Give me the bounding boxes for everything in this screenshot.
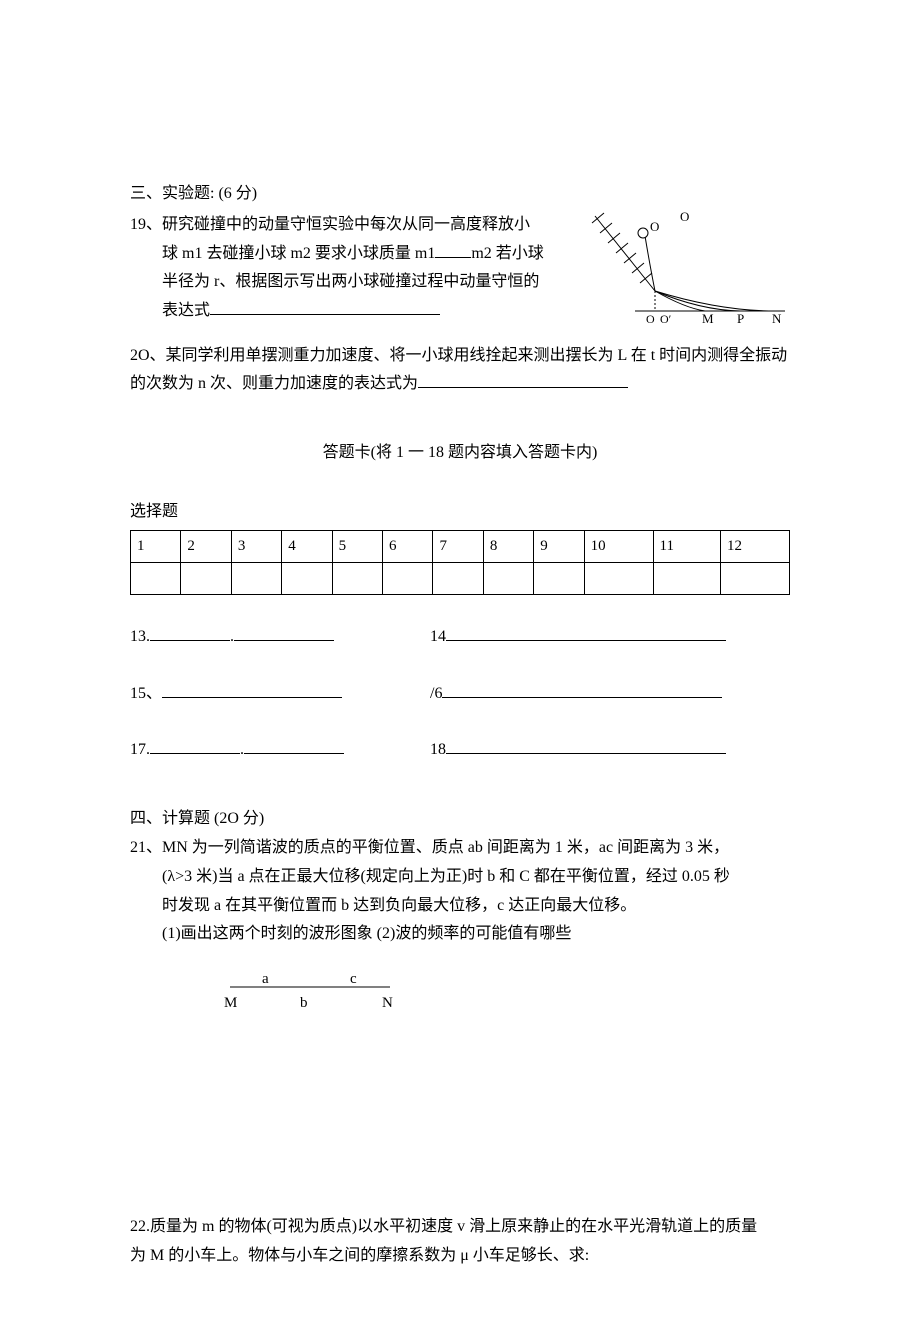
wf-c: c [350, 971, 357, 987]
fig-Oprime1: O [646, 312, 655, 326]
select-col-1: 1 [131, 530, 181, 562]
wf-a: a [262, 971, 269, 987]
fill-row-2: 17..18 [130, 736, 790, 765]
q21-label: 21、 [130, 839, 162, 856]
wf-b: b [300, 995, 308, 1011]
q21-line4: (1)画出这两个时刻的波形图象 (2)波的频率的可能值有哪些 [130, 920, 790, 949]
q19-figure: O O O′ M P N O [590, 211, 790, 342]
q19-l2b: m2 若小球 [471, 245, 543, 262]
fill-left-0: 13.. [130, 623, 430, 652]
q22-line1: 22.质量为 m 的物体(可视为质点)以水平初速度 v 滑上原来静止的在水平光滑… [130, 1213, 790, 1242]
q20: 2O、某同学利用单摆测重力加速度、将一小球用线拴起来测出摆长为 L 在 t 时间… [130, 342, 790, 400]
q19-l2a: 球 m1 去碰撞小球 m2 要求小球质量 m1 [162, 245, 435, 262]
select-ans-3 [231, 562, 281, 594]
q21: 21、MN 为一列简谐波的质点的平衡位置、质点 ab 间距离为 1 米，ac 间… [130, 834, 790, 949]
fill-row-1: 15、/6 [130, 680, 790, 709]
q19-line4: 表达式 [130, 297, 580, 326]
q19-line2: 球 m1 去碰撞小球 m2 要求小球质量 m1 m2 若小球 [130, 240, 580, 269]
select-ans-2 [181, 562, 231, 594]
select-label: 选择题 [130, 498, 790, 527]
select-ans-1 [131, 562, 181, 594]
select-answer-row [131, 562, 790, 594]
wf-N: N [382, 995, 393, 1011]
q22-label: 22. [130, 1218, 150, 1235]
q19-label: 19、 [130, 216, 162, 233]
q19-text: 19、研究碰撞中的动量守恒实验中每次从同一高度释放小 球 m1 去碰撞小球 m2… [130, 211, 590, 342]
select-col-12: 12 [721, 530, 790, 562]
q21-figure: a c M b N [210, 967, 790, 1033]
select-ans-7 [433, 562, 483, 594]
section4-title: 四、计算题 (2O 分) [130, 805, 790, 834]
q19-l4: 表达式 [162, 302, 210, 319]
fill-left-1: 15、 [130, 680, 430, 709]
fill-right-1: /6 [430, 680, 790, 709]
select-ans-12 [721, 562, 790, 594]
fill-left-2: 17.. [130, 736, 430, 765]
q21-line3: 时发现 a 在其平衡位置而 b 达到负向最大位移，c 达正向最大位移。 [130, 892, 790, 921]
select-ans-9 [534, 562, 584, 594]
select-col-4: 4 [282, 530, 332, 562]
select-col-5: 5 [332, 530, 382, 562]
q21-line2: (λ>3 米)当 a 点在正最大位移(规定向上为正)时 b 和 C 都在平衡位置… [130, 863, 790, 892]
q20-blank [418, 370, 628, 388]
select-ans-5 [332, 562, 382, 594]
select-ans-11 [653, 562, 721, 594]
q22-line2: 为 M 的小车上。物体与小车之间的摩擦系数为 μ 小车足够长、求: [130, 1242, 790, 1271]
answer-card-title: 答题卡(将 1 一 18 题内容填入答题卡内) [130, 439, 790, 468]
fig-label-O: O [650, 219, 659, 234]
fig-O-top: O [680, 211, 689, 224]
select-ans-6 [383, 562, 433, 594]
fill-right-2: 18 [430, 736, 790, 765]
select-col-2: 2 [181, 530, 231, 562]
select-col-3: 3 [231, 530, 281, 562]
q19-blank2 [210, 297, 440, 315]
select-header-row: 123456789101112 [131, 530, 790, 562]
fill-block: 13..1415、/617..18 [130, 623, 790, 765]
fill-row-0: 13..14 [130, 623, 790, 652]
select-ans-10 [584, 562, 653, 594]
q19-l1: 研究碰撞中的动量守恒实验中每次从同一高度释放小 [162, 216, 530, 233]
q21-l1: MN 为一列简谐波的质点的平衡位置、质点 ab 间距离为 1 米，ac 间距离为… [162, 839, 729, 856]
select-col-8: 8 [483, 530, 533, 562]
q22-l1: 质量为 m 的物体(可视为质点)以水平初速度 v 滑上原来静止的在水平光滑轨道上… [150, 1218, 757, 1235]
select-ans-4 [282, 562, 332, 594]
q19-blank1 [435, 240, 471, 258]
select-ans-8 [483, 562, 533, 594]
section3-title: 三、实验题: (6 分) [130, 180, 790, 209]
select-table: 123456789101112 [130, 530, 790, 595]
fig-Oprime2: O′ [660, 312, 672, 326]
fig-N: N [772, 311, 782, 326]
section4: 四、计算题 (2O 分) 21、MN 为一列简谐波的质点的平衡位置、质点 ab … [130, 805, 790, 1033]
q19-container: 19、研究碰撞中的动量守恒实验中每次从同一高度释放小 球 m1 去碰撞小球 m2… [130, 211, 790, 342]
select-col-11: 11 [653, 530, 721, 562]
fill-right-0: 14 [430, 623, 790, 652]
wf-M: M [224, 995, 237, 1011]
q19-line1: 19、研究碰撞中的动量守恒实验中每次从同一高度释放小 [130, 211, 580, 240]
q21-line1: 21、MN 为一列简谐波的质点的平衡位置、质点 ab 间距离为 1 米，ac 间… [130, 834, 790, 863]
select-col-7: 7 [433, 530, 483, 562]
select-col-9: 9 [534, 530, 584, 562]
select-col-6: 6 [383, 530, 433, 562]
select-col-10: 10 [584, 530, 653, 562]
fig-M: M [702, 311, 714, 326]
q19-line3: 半径为 r、根据图示写出两小球碰撞过程中动量守恒的 [130, 268, 580, 297]
q22: 22.质量为 m 的物体(可视为质点)以水平初速度 v 滑上原来静止的在水平光滑… [130, 1213, 790, 1271]
fig-P: P [737, 311, 744, 326]
